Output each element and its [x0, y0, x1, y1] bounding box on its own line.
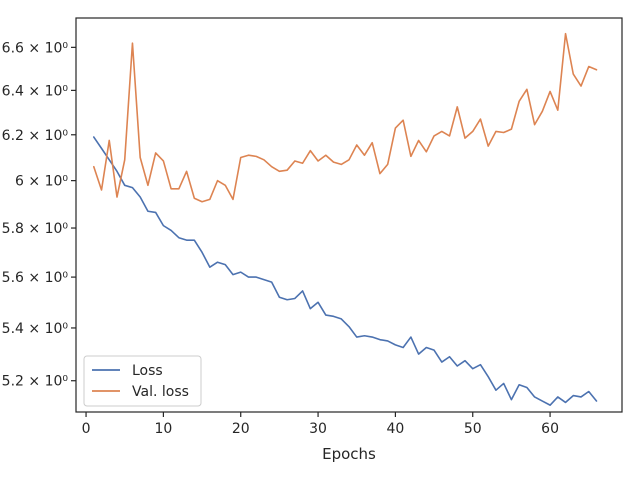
plot-area	[76, 18, 622, 412]
x-tick-label: 0	[82, 421, 91, 437]
y-tick-label: 5.4 × 10⁰	[2, 321, 69, 337]
axes: 0 10 20 30 40 50 60 5.2 × 10⁰ 5.4 × 10⁰ 5.6 × 10⁰…	[2, 17, 623, 437]
x-tick-label: 20	[232, 421, 250, 437]
legend-label: Val. loss	[132, 384, 189, 400]
x-tick-label: 40	[386, 421, 404, 437]
y-tick-label: 5.8 × 10⁰	[2, 221, 69, 237]
legend: Loss Val. loss	[83, 355, 202, 407]
y-tick-label: 6.4 × 10⁰	[2, 83, 69, 99]
y-tick-label: 5.6 × 10⁰	[2, 270, 69, 286]
x-axis-label: Epochs	[322, 445, 376, 463]
x-tick-label: 50	[464, 421, 482, 437]
legend-box	[83, 355, 202, 407]
x-tick-label: 60	[541, 421, 559, 437]
series-line-loss	[92, 136, 598, 406]
plot-background	[76, 18, 622, 412]
x-tick-label: 10	[154, 421, 172, 437]
y-tick-label: 6 × 10⁰	[15, 174, 68, 190]
y-tick-label: 6.2 × 10⁰	[2, 128, 69, 144]
series-layer	[92, 32, 598, 406]
y-tick-label: 5.2 × 10⁰	[2, 374, 69, 390]
plot-frame	[75, 17, 623, 413]
x-tick-label: 30	[309, 421, 327, 437]
y-tick-label: 6.6 × 10⁰	[2, 40, 69, 56]
series-line-val-loss	[92, 32, 598, 203]
legend-label: Loss	[132, 363, 163, 379]
